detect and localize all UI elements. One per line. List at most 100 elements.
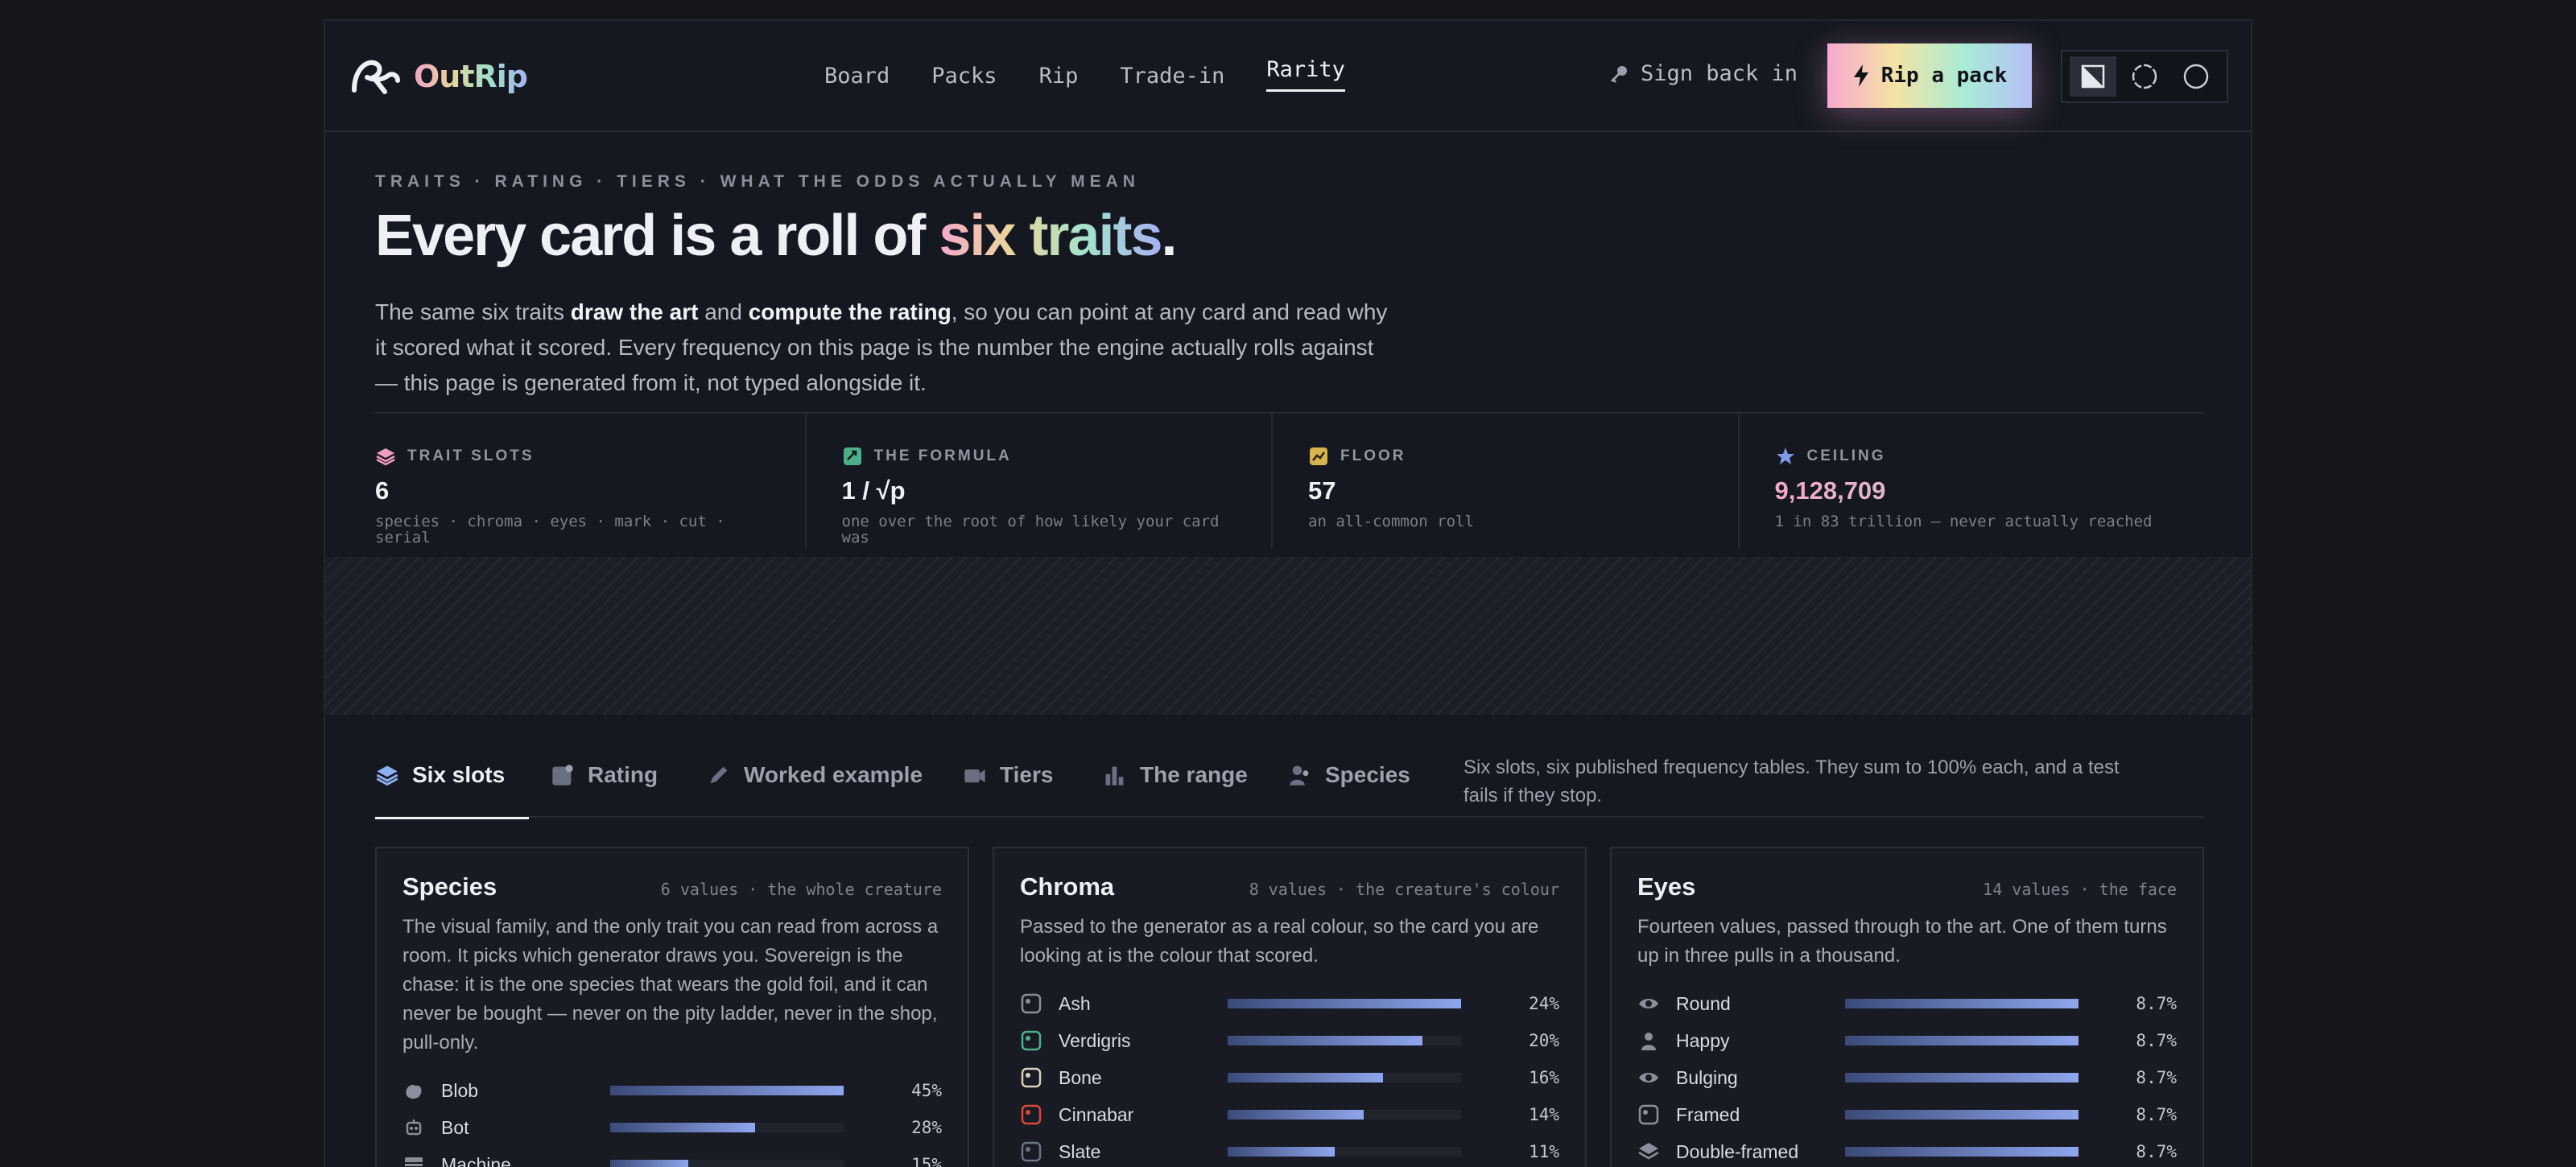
frequency-bar-track xyxy=(610,1123,844,1132)
layers-icon xyxy=(1638,1143,1659,1160)
row-percent: 15% xyxy=(911,1155,942,1167)
theme-contrast-button[interactable] xyxy=(2070,56,2116,97)
tab-label: Rating xyxy=(588,762,658,787)
frequency-bar xyxy=(1845,1147,2079,1157)
card-meta: 8 values · the creature's colour xyxy=(1249,880,1559,899)
row-label: Machine xyxy=(441,1153,511,1167)
pen-icon xyxy=(710,766,728,784)
frequency-bar-track xyxy=(1228,1036,1461,1045)
layers-icon xyxy=(376,765,398,786)
machine-icon xyxy=(405,1157,423,1167)
frequency-bar xyxy=(1845,999,2079,1008)
frequency-bar-track xyxy=(1845,1147,2079,1157)
rating-icon xyxy=(552,765,573,786)
sign-in-link[interactable]: Sign back in xyxy=(1608,61,1798,86)
theme-switcher xyxy=(2061,50,2228,103)
rip-a-pack-button[interactable]: Rip a pack xyxy=(1827,43,2032,108)
frequency-row: Machine 15% xyxy=(402,1146,942,1167)
hero-lede: The same six traits draw the art and com… xyxy=(375,295,1389,401)
row-label: Bot xyxy=(441,1116,469,1138)
trait-card-eyes: Eyes 14 values · the face Fourteen value… xyxy=(1610,847,2204,1167)
contrast-icon xyxy=(2081,64,2105,89)
frequency-bar xyxy=(1845,1073,2079,1082)
brand-name: OutRip xyxy=(414,59,528,94)
formula-icon xyxy=(843,447,861,465)
tab-description: Six slots, six published frequency table… xyxy=(1463,757,2120,806)
tab-species[interactable]: Species xyxy=(1288,732,1410,818)
frequency-bar-track xyxy=(1845,1110,2079,1120)
row-icon-wrap xyxy=(1637,1066,1660,1089)
row-percent: 24% xyxy=(1529,994,1559,1013)
hero-title-highlight: six traits xyxy=(939,204,1162,268)
frequency-bar xyxy=(1228,1110,1364,1120)
frame-icon xyxy=(1638,1104,1659,1125)
nav-packs[interactable]: Packs xyxy=(931,63,997,89)
row-percent: 14% xyxy=(1529,1105,1559,1124)
tab-tiers[interactable]: Tiers xyxy=(963,732,1053,818)
row-icon-wrap xyxy=(1020,1140,1042,1163)
theme-circle-button[interactable] xyxy=(2173,56,2219,97)
card-description: Fourteen values, passed through to the a… xyxy=(1637,916,2167,967)
row-icon-wrap xyxy=(402,1153,425,1167)
tab-rating[interactable]: Rating xyxy=(551,732,658,818)
bar-chart-icon xyxy=(1105,766,1124,786)
brand-logo[interactable]: OutRip xyxy=(349,56,528,97)
frequency-list: Round 8.7% Happy 8.7% Bulging 8.7% Framed 8.7% D… xyxy=(1637,985,2177,1167)
nav-trade-in[interactable]: Trade-in xyxy=(1120,63,1225,89)
lede-part: , so you can point at any card and read … xyxy=(375,299,1388,395)
stat-value: 57 xyxy=(1308,476,1336,505)
stat-ceiling: CEILING 9,128,709 1 in 83 trillion — nev… xyxy=(1737,414,2205,549)
swatch-icon xyxy=(1021,1141,1042,1162)
person-icon xyxy=(1641,1033,1656,1050)
row-percent: 8.7% xyxy=(2136,1068,2177,1087)
lightning-icon xyxy=(1853,64,1868,87)
row-percent: 8.7% xyxy=(2136,994,2177,1013)
nav-board[interactable]: Board xyxy=(824,63,890,89)
row-label: Happy xyxy=(1676,1029,1730,1051)
stat-value: 6 xyxy=(375,476,390,505)
frequency-bar xyxy=(610,1123,756,1132)
frequency-bar xyxy=(1845,1036,2079,1045)
row-label: Framed xyxy=(1676,1103,1740,1125)
tab-worked-example[interactable]: Worked example xyxy=(707,732,923,818)
hero-eyebrow: TRAITS · RATING · TIERS · WHAT THE ODDS … xyxy=(375,172,1140,191)
frequency-row: Ash 24% xyxy=(1020,985,1559,1022)
frequency-list: Ash 24% Verdigris 20% Bone 16% Cinnabar 14% Slat… xyxy=(1020,985,1559,1167)
page-shell: OutRip Board Packs Rip Trade-in Rarity S… xyxy=(324,19,2252,1167)
frequency-list: Blob 45% Bot 28% Machine 15% xyxy=(402,1072,942,1167)
stat-floor: FLOOR 57 an all-common roll xyxy=(1271,414,1738,549)
row-label: Round xyxy=(1676,992,1731,1014)
theme-dashed-button[interactable] xyxy=(2121,56,2168,97)
nav-rip[interactable]: Rip xyxy=(1038,63,1079,89)
species-icon xyxy=(1290,765,1309,786)
tab-six-slots[interactable]: Six slots xyxy=(375,732,530,819)
card-title: Eyes xyxy=(1637,872,1696,901)
stat-sub: 1 in 83 trillion — never actually reache… xyxy=(1774,513,2153,530)
frequency-bar-track xyxy=(610,1086,844,1095)
row-icon-wrap xyxy=(1020,1103,1042,1126)
stat-formula: THE FORMULA 1 / √p one over the root of … xyxy=(804,414,1272,549)
frequency-row: Bone 16% xyxy=(1020,1059,1559,1096)
row-icon-wrap xyxy=(1637,1140,1660,1163)
frequency-bar xyxy=(1228,1073,1384,1082)
stat-label: FLOOR xyxy=(1340,447,1406,464)
stat-trait-slots: TRAIT SLOTS 6 species · chroma · eyes · … xyxy=(375,414,805,549)
hero-title: Every card is a roll of six traits. xyxy=(375,203,1178,269)
row-label: Bulging xyxy=(1676,1066,1738,1088)
lede-part: and xyxy=(698,299,749,324)
frequency-row: Slate 11% xyxy=(1020,1133,1559,1167)
row-icon-wrap xyxy=(1020,992,1042,1015)
hatched-divider xyxy=(325,557,2251,715)
tab-label: Worked example xyxy=(744,762,923,787)
row-label: Verdigris xyxy=(1059,1029,1131,1051)
row-icon-wrap xyxy=(402,1116,425,1139)
frequency-bar-track xyxy=(1228,1110,1461,1120)
swatch-icon xyxy=(1021,1030,1042,1051)
row-percent: 28% xyxy=(911,1118,942,1137)
tab-the-range[interactable]: The range xyxy=(1103,732,1248,818)
row-icon-wrap xyxy=(402,1079,425,1102)
stat-label: CEILING xyxy=(1806,447,1886,464)
nav-rarity[interactable]: Rarity xyxy=(1266,51,1345,92)
swatch-icon xyxy=(1021,1104,1042,1125)
frequency-bar xyxy=(1228,1147,1335,1157)
